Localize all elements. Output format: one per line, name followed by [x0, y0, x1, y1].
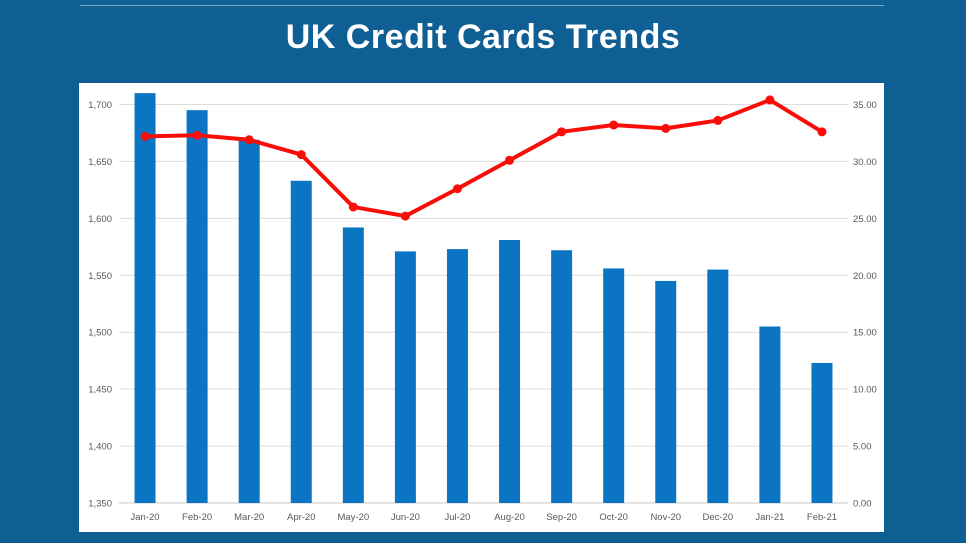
right-axis-tick-label: 0.00 — [853, 499, 872, 510]
line-marker-feb-20 — [192, 130, 202, 140]
x-axis-label: May-20 — [337, 512, 369, 523]
right-axis-tick-label: 5.00 — [853, 442, 872, 453]
bar-apr-20 — [290, 180, 312, 504]
x-axis-label: Jun-20 — [391, 512, 420, 523]
chart-panel: 1,350 1,400 1,450 1,500 1,550 1,600 1,650 1,700… — [79, 83, 884, 532]
x-axis-label: Mar-20 — [234, 512, 264, 523]
bar-dec-20 — [707, 269, 729, 503]
bar-jun-20 — [394, 251, 416, 503]
left-axis-tick-label: 1,700 — [88, 100, 112, 111]
bar-sep-20 — [551, 250, 573, 503]
bar-feb-21 — [811, 362, 833, 503]
bar-nov-20 — [655, 280, 677, 503]
x-axis-label: Feb-20 — [182, 512, 212, 523]
bar-jul-20 — [446, 249, 468, 503]
x-axis-label: Feb-21 — [807, 512, 837, 523]
right-axis-tick-label: 30.00 — [853, 157, 877, 168]
x-axis-label: Apr-20 — [287, 512, 316, 523]
x-axis-label: Jan-21 — [755, 512, 784, 523]
bar-may-20 — [342, 227, 364, 503]
bar-aug-20 — [499, 239, 521, 503]
gridlines — [119, 103, 848, 504]
line-marker-jun-20 — [400, 211, 410, 221]
line-marker-feb-21 — [817, 127, 827, 137]
bar-feb-20 — [186, 110, 208, 504]
bar-oct-20 — [603, 268, 625, 503]
bar-jan-20 — [134, 93, 156, 503]
x-axis-label: Aug-20 — [494, 512, 525, 523]
left-axis-tick-label: 1,450 — [88, 385, 112, 396]
left-axis-tick-label: 1,400 — [88, 442, 112, 453]
bar-mar-20 — [238, 139, 260, 503]
line-marker-dec-20 — [713, 115, 723, 125]
left-axis-labels: 1,350 1,400 1,450 1,500 1,550 1,600 1,650 1,700 — [88, 100, 112, 510]
line-marker-jan-20 — [140, 131, 150, 141]
trend-line — [143, 97, 824, 219]
right-axis-tick-label: 10.00 — [853, 385, 877, 396]
line-series — [140, 95, 827, 221]
page-title: UK Credit Cards Trends — [285, 18, 681, 56]
left-axis-tick-label: 1,350 — [88, 499, 112, 510]
left-axis-tick-label: 1,550 — [88, 271, 112, 282]
combo-chart: 1,350 1,400 1,450 1,500 1,550 1,600 1,650 1,700… — [88, 93, 877, 523]
x-axis-label: Jan-20 — [131, 512, 160, 523]
left-axis-tick-label: 1,650 — [88, 157, 112, 168]
right-axis-tick-label: 25.00 — [853, 214, 877, 225]
line-marker-sep-20 — [557, 127, 567, 137]
right-axis-labels: 0.00 5.00 10.00 15.00 20.00 25.00 30.00 35.00 — [853, 100, 877, 510]
line-marker-may-20 — [348, 202, 358, 212]
left-axis-tick-label: 1,600 — [88, 214, 112, 225]
line-marker-mar-20 — [244, 135, 254, 145]
x-axis-label: Jul-20 — [445, 512, 471, 523]
right-axis-tick-label: 15.00 — [853, 328, 877, 339]
line-marker-jan-21 — [765, 95, 775, 105]
right-axis-tick-label: 35.00 — [853, 100, 877, 111]
x-axis-label: Sep-20 — [546, 512, 577, 523]
line-marker-oct-20 — [609, 120, 619, 130]
line-marker-apr-20 — [296, 150, 306, 160]
line-marker-nov-20 — [661, 123, 671, 133]
x-axis-label: Dec-20 — [703, 512, 734, 523]
line-marker-jul-20 — [452, 184, 462, 194]
left-axis-tick-label: 1,500 — [88, 328, 112, 339]
x-axis-label: Oct-20 — [599, 512, 628, 523]
x-axis-label: Nov-20 — [650, 512, 681, 523]
bar-jan-21 — [759, 326, 781, 503]
x-axis-labels: Jan-20 Feb-20 Mar-20 Apr-20 May-20 Jun-20 Jul-… — [131, 512, 838, 523]
bar-series — [134, 93, 833, 504]
right-axis-tick-label: 20.00 — [853, 271, 877, 282]
top-divider-line — [80, 5, 884, 6]
line-marker-aug-20 — [505, 155, 515, 165]
